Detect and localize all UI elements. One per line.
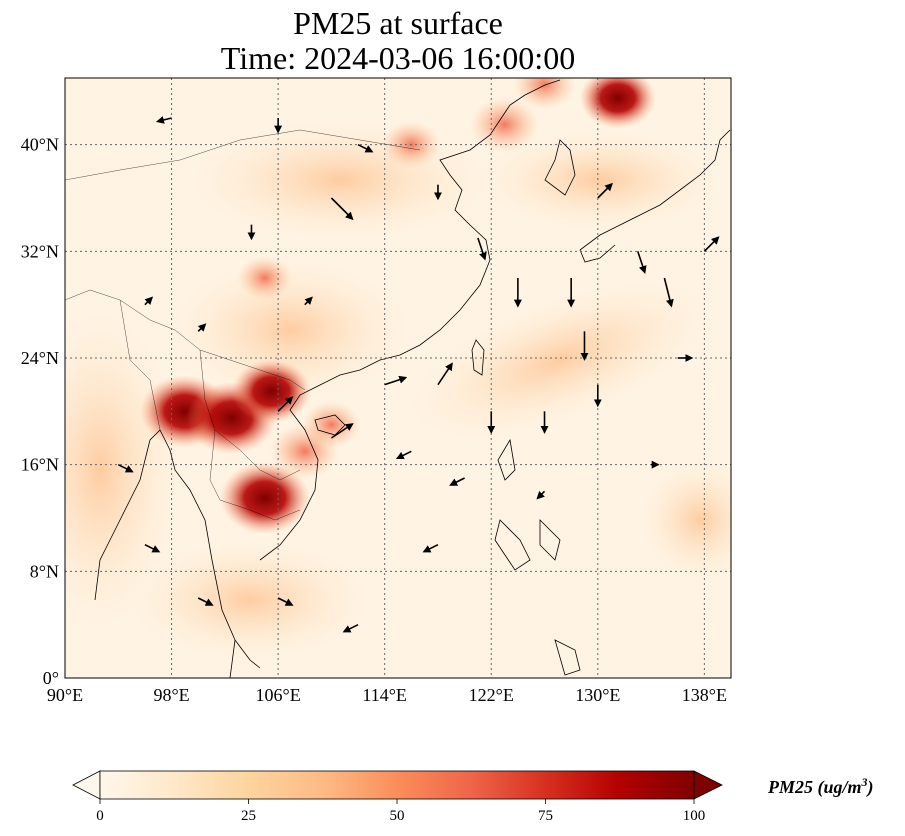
coastlines [94, 79, 731, 678]
lon-tick-label: 122°E [469, 685, 514, 705]
lat-tick-label: 32°N [21, 241, 59, 261]
wind-arrow [422, 543, 439, 553]
wind-arrow [197, 323, 207, 332]
colorbar-tick-label: 75 [538, 808, 553, 824]
pm25-hotspot [470, 97, 540, 153]
wind-arrow [117, 463, 134, 473]
colorbar-min-extend [72, 770, 101, 800]
colorbar-tick-label: 25 [241, 808, 256, 824]
pm25-hotspot [302, 401, 361, 449]
wind-arrow [536, 490, 546, 500]
colorbar-tick-label: 0 [96, 808, 104, 824]
wind-arrow [597, 182, 613, 199]
map-frame [64, 77, 732, 679]
wind-arrow [357, 143, 374, 153]
pm25-hotspot [579, 78, 656, 129]
map-gridlines [65, 78, 731, 678]
lon-tick-label: 130°E [575, 685, 620, 705]
wind-arrow [304, 296, 313, 306]
lon-tick-label: 106°E [256, 685, 301, 705]
lat-tick-label: 24°N [21, 348, 59, 368]
wind-arrow [384, 375, 408, 386]
colorbar: 0 25 50 75 100 [72, 770, 723, 824]
wind-arrow [330, 423, 354, 439]
colorbar-gradient [100, 771, 694, 799]
lon-tick-label: 98°E [153, 685, 189, 705]
lat-tick-label: 40°N [21, 135, 59, 155]
wind-arrow [342, 623, 359, 633]
map-time-subtitle: Time: 2024-03-06 16:00:00 [220, 40, 576, 76]
wind-arrow [144, 543, 161, 553]
lat-tick-label: 16°N [21, 455, 59, 475]
pm25-hotspot [219, 462, 310, 534]
colorbar-label: PM25 (ug/m3) [768, 775, 874, 797]
pm25-hotspot [231, 359, 312, 424]
lon-tick-label: 114°E [362, 685, 407, 705]
pm25-hotspot [513, 78, 576, 110]
colorbar-max-extend [693, 770, 723, 800]
map-title: PM25 at surface [293, 5, 503, 41]
lat-tick-label: 8°N [30, 561, 59, 581]
wind-arrow [477, 237, 487, 261]
wind-arrow [277, 396, 294, 412]
wind-arrow [156, 116, 172, 124]
wind-arrow [437, 362, 453, 386]
wind-arrow [663, 277, 674, 308]
wind-arrow [277, 597, 294, 606]
colorbar-ticks: 0 25 50 75 100 [96, 799, 705, 824]
pm25-hotspots [139, 78, 656, 534]
lon-tick-label: 138°E [682, 685, 727, 705]
pm25-hotspot [237, 256, 293, 300]
lon-tick-label: 90°E [47, 685, 83, 705]
wind-arrow [395, 450, 412, 460]
wind-arrow [449, 477, 465, 486]
wind-arrow [144, 296, 154, 306]
wind-arrow [637, 251, 647, 274]
map-panel [65, 78, 731, 678]
country-borders [65, 129, 421, 521]
wind-arrow [330, 197, 354, 221]
wind-arrow [703, 236, 720, 252]
colorbar-tick-label: 50 [390, 808, 405, 824]
wind-vectors [117, 116, 720, 633]
wind-arrow [197, 597, 214, 606]
lat-tick-label: 0° [43, 668, 59, 688]
axis-tick-labels: 90°E 98°E 106°E 114°E 122°E 130°E 138°E 0° 8°N 16… [21, 135, 727, 705]
colorbar-tick-label: 100 [683, 808, 706, 824]
